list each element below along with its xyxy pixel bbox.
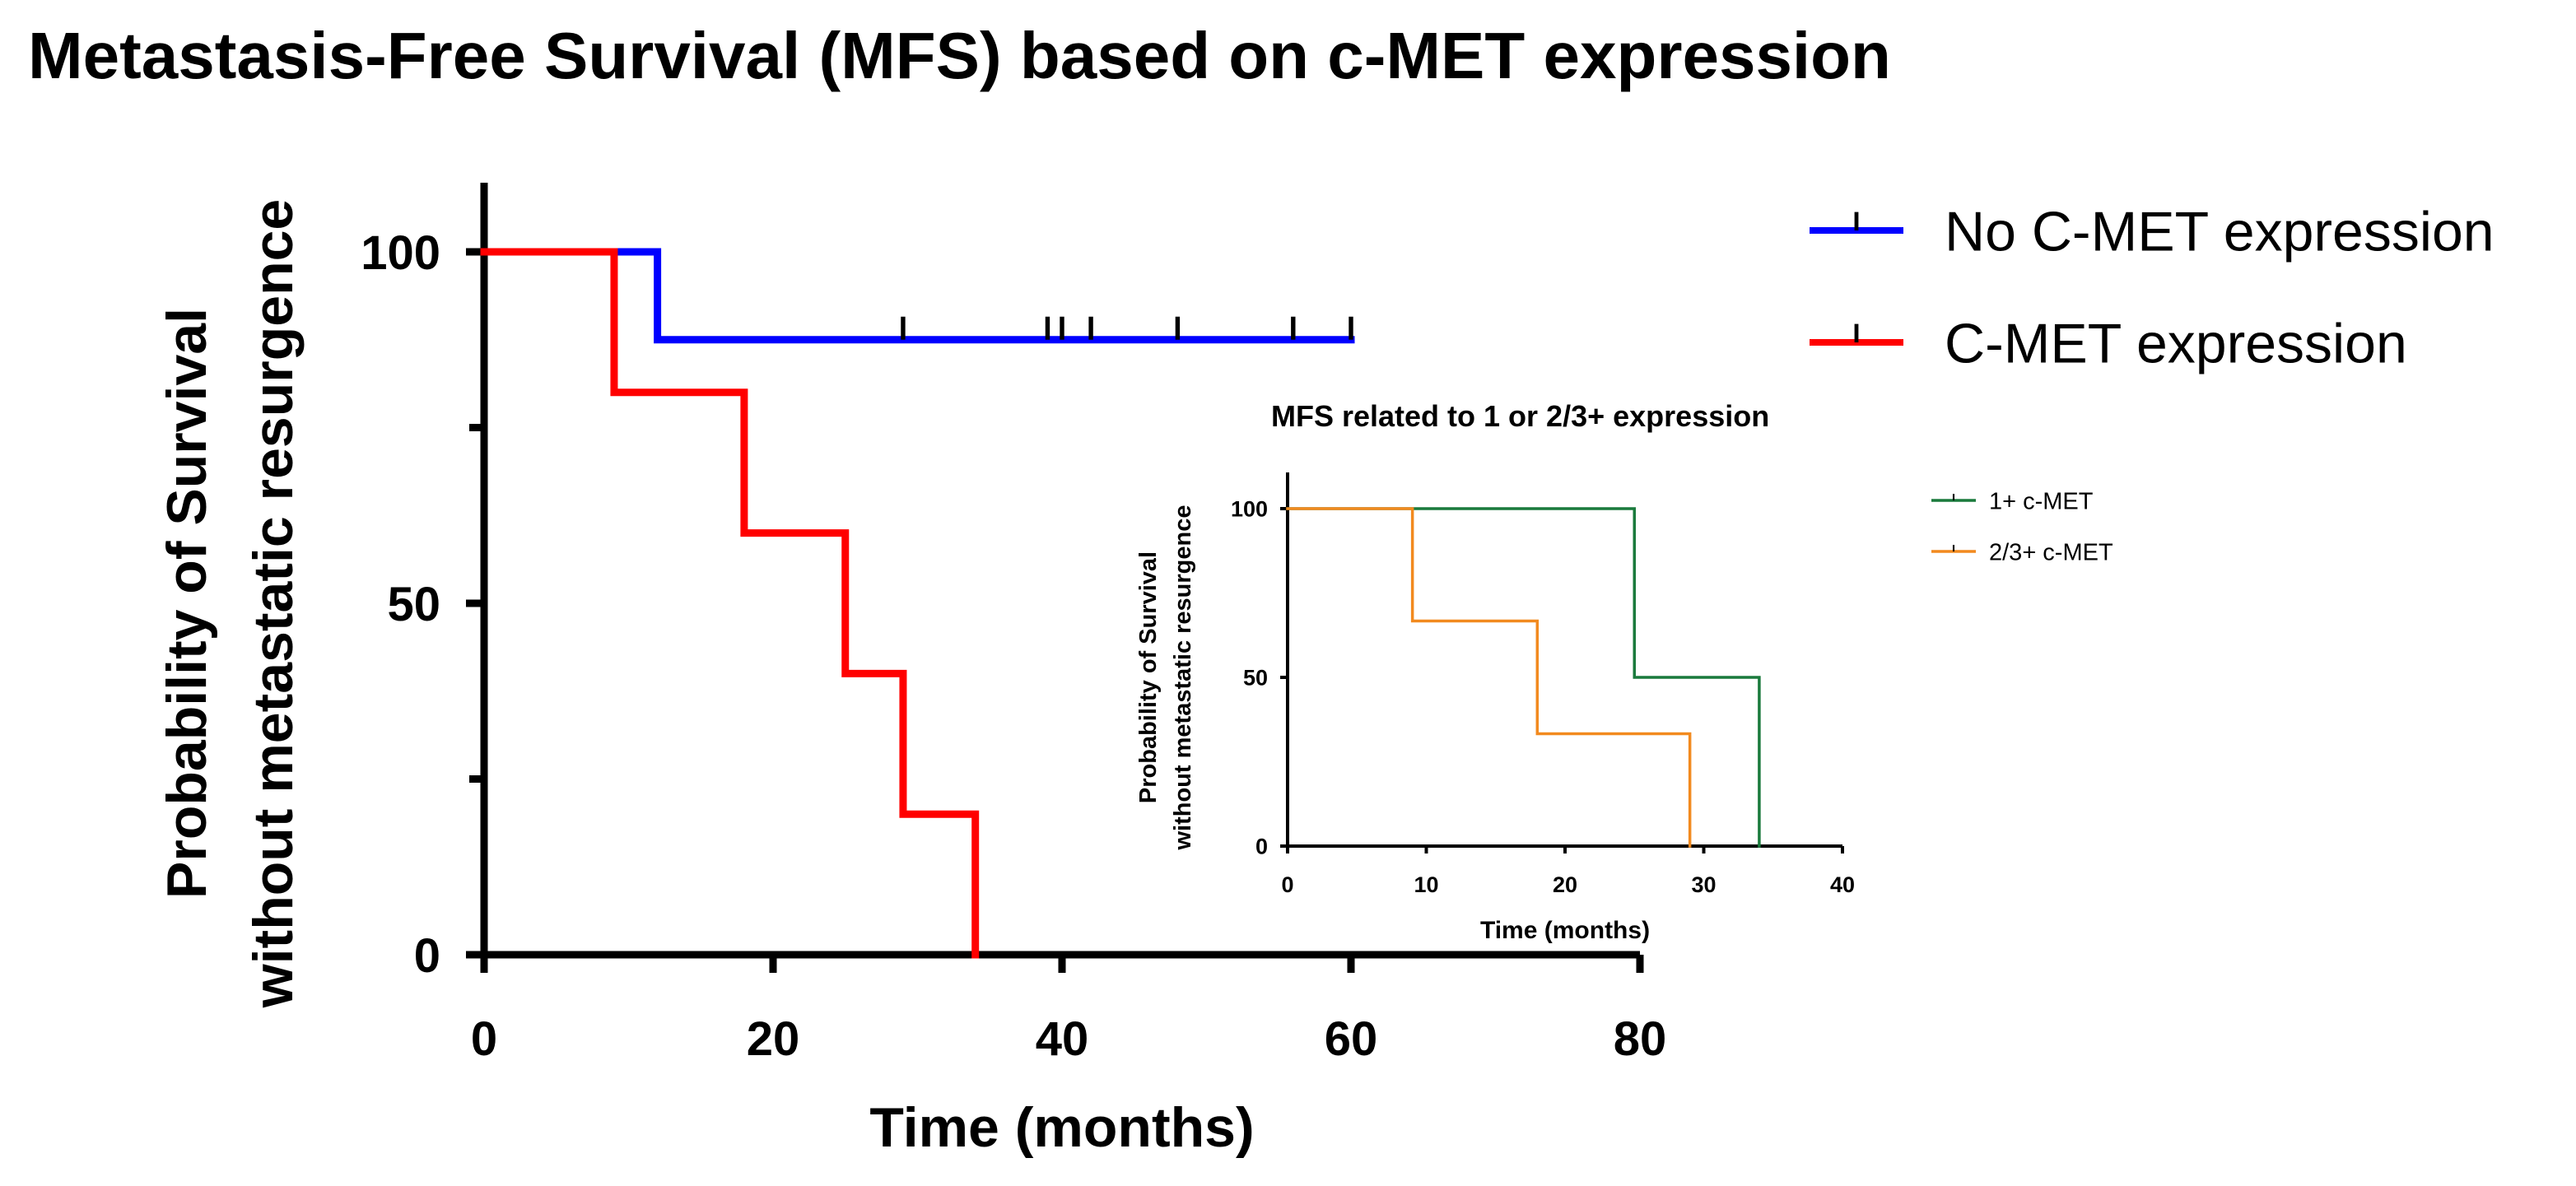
y-tick-label: 0	[414, 929, 440, 983]
legend-label-1: No C-MET expression	[1945, 200, 2494, 263]
y-tick-label: 100	[1231, 497, 1268, 522]
x-tick-label: 0	[1281, 872, 1293, 897]
main-chart: Metastasis-Free Survival (MFS) based on …	[28, 19, 2494, 1159]
legend-label-2: 2/3+ c-MET	[1989, 539, 2113, 565]
y-axis-label-line2: without metastatic resurgence	[1170, 505, 1196, 851]
y-axis-label-line1: Probability of Survival	[1135, 551, 1162, 803]
chart-title: MFS related to 1 or 2/3+ expression	[1271, 399, 1769, 433]
legend-label-1: 1+ c-MET	[1989, 488, 2094, 514]
x-tick-label: 80	[1614, 1012, 1667, 1066]
y-tick-label: 0	[1255, 835, 1268, 859]
y-axis-label-line2: without metastatic resurgence	[242, 199, 305, 1008]
inset-chart: MFS related to 1 or 2/3+ expression 0 10 20…	[1135, 399, 2113, 944]
x-tick-label: 60	[1325, 1012, 1378, 1066]
x-axis-label: Time (months)	[1480, 917, 1650, 944]
y-tick-label: 50	[387, 578, 440, 631]
series-line-2	[480, 248, 980, 959]
x-tick-label: 0	[471, 1012, 497, 1066]
series-line-2	[1286, 507, 1692, 848]
y-axis-label-line1: Probability of Survival	[156, 308, 218, 899]
chart-title: Metastasis-Free Survival (MFS) based on …	[28, 19, 1891, 92]
x-tick-label: 20	[1553, 872, 1577, 897]
legend-label-2: C-MET expression	[1945, 312, 2407, 374]
y-tick-label: 100	[361, 226, 440, 280]
x-tick-label: 30	[1691, 872, 1716, 897]
x-tick-label: 40	[1036, 1012, 1089, 1066]
x-axis-label: Time (months)	[869, 1096, 1254, 1159]
x-tick-label: 20	[747, 1012, 800, 1066]
x-tick-label: 40	[1830, 872, 1855, 897]
x-tick-label: 10	[1414, 872, 1438, 897]
y-tick-label: 50	[1243, 666, 1268, 691]
series-line-1	[1286, 507, 1761, 848]
